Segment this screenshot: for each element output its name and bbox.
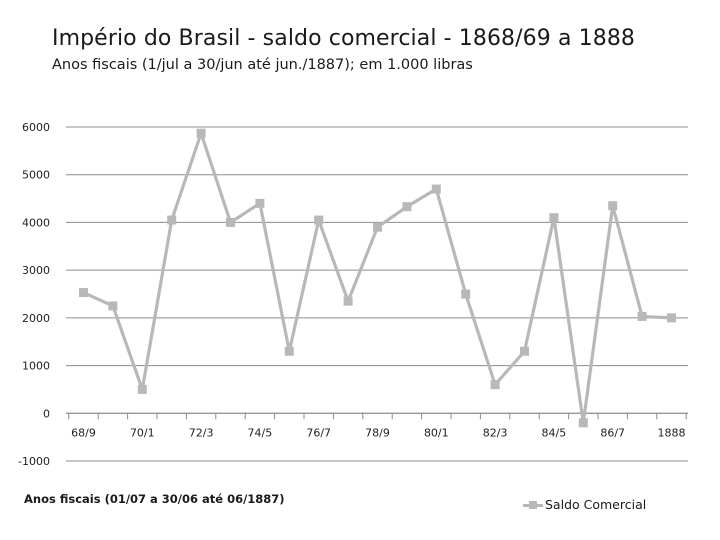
y-tick-label: 5000 xyxy=(22,169,50,182)
chart-subtitle: Anos fiscais (1/jul a 30/jun até jun./18… xyxy=(52,57,473,73)
data-point xyxy=(402,202,412,212)
y-tick-label: 2000 xyxy=(22,312,50,325)
y-axis-tick-labels: 6000 5000 4000 3000 2000 1000 0 -1000 xyxy=(18,121,50,468)
x-tick-label: 72/3 xyxy=(189,426,214,439)
data-point xyxy=(549,213,559,223)
x-tick-label: 1888 xyxy=(658,426,686,439)
x-tick-label: 78/9 xyxy=(365,426,390,439)
data-point xyxy=(637,311,647,321)
y-tick-label: 3000 xyxy=(22,264,50,277)
legend-swatch xyxy=(523,499,543,511)
x-axis-tick-labels: 68/9 70/1 72/3 74/5 76/7 78/9 80/1 82/3 84/5 86/7… xyxy=(71,426,685,439)
data-point xyxy=(608,201,618,211)
data-point xyxy=(79,288,88,298)
x-tick-label: 74/5 xyxy=(248,426,273,439)
data-point xyxy=(226,217,235,227)
data-point xyxy=(196,128,206,138)
data-point xyxy=(108,301,118,311)
data-point xyxy=(314,215,324,225)
data-point xyxy=(284,346,294,356)
x-axis-label: Anos fiscais (01/07 a 30/06 até 06/1887) xyxy=(24,492,285,506)
y-tick-label: 0 xyxy=(43,407,50,420)
series-saldo-comercial xyxy=(79,128,676,428)
x-tick-label: 76/7 xyxy=(306,426,331,439)
series-line xyxy=(82,131,672,425)
x-tick-label: 84/5 xyxy=(542,426,567,439)
y-tick-label: -1000 xyxy=(18,455,50,468)
data-point xyxy=(667,313,676,323)
data-point xyxy=(490,380,500,390)
x-tick-label: 70/1 xyxy=(130,426,155,439)
data-point xyxy=(578,418,588,428)
y-tick-label: 4000 xyxy=(22,216,50,229)
y-tick-label: 1000 xyxy=(22,360,50,373)
x-tick-label: 86/7 xyxy=(600,426,625,439)
data-point xyxy=(255,198,265,208)
chart-title: Império do Brasil - saldo comercial - 18… xyxy=(52,26,636,51)
legend: Saldo Comercial xyxy=(523,497,646,512)
data-point xyxy=(373,222,382,232)
x-tick-label: 82/3 xyxy=(483,426,508,439)
data-point xyxy=(461,289,471,299)
y-tick-label: 6000 xyxy=(22,121,50,134)
data-point xyxy=(520,346,529,356)
x-tick-label: 68/9 xyxy=(71,426,96,439)
data-point xyxy=(343,296,353,306)
data-point xyxy=(137,384,147,394)
x-tick-label: 80/1 xyxy=(424,426,449,439)
data-point xyxy=(167,215,177,225)
data-point xyxy=(431,184,441,194)
legend-label: Saldo Comercial xyxy=(545,497,647,512)
x-axis xyxy=(66,412,688,420)
